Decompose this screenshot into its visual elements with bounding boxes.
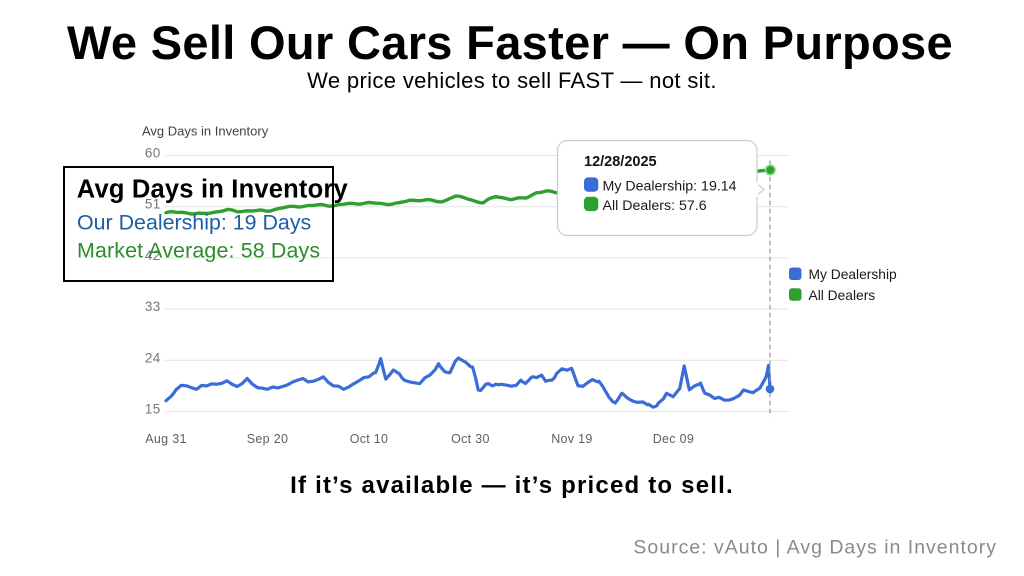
- svg-text:24: 24: [145, 350, 161, 365]
- svg-text:Avg Days in Inventory: Avg Days in Inventory: [142, 124, 269, 139]
- svg-text:All Dealers: All Dealers: [809, 288, 876, 303]
- svg-text:My Dealership: 19.14: My Dealership: 19.14: [603, 178, 737, 194]
- svg-text:Our Dealership: 19 Days: Our Dealership: 19 Days: [77, 211, 311, 235]
- svg-text:We price vehicles to sell FAST: We price vehicles to sell FAST — not sit…: [307, 68, 717, 93]
- svg-text:42: 42: [145, 248, 161, 263]
- svg-text:All Dealers: 57.6: All Dealers: 57.6: [603, 198, 707, 214]
- svg-text:60: 60: [145, 146, 161, 161]
- svg-text:Nov 19: Nov 19: [551, 432, 592, 446]
- svg-text:Source: vAuto | Avg Days in In: Source: vAuto | Avg Days in Inventory: [633, 537, 997, 559]
- svg-text:Market Average: 58 Days: Market Average: 58 Days: [77, 238, 320, 262]
- svg-text:33: 33: [145, 299, 161, 314]
- svg-text:Sep 20: Sep 20: [247, 432, 288, 446]
- svg-text:Avg Days in Inventory: Avg Days in Inventory: [77, 176, 349, 204]
- svg-text:12/28/2025: 12/28/2025: [584, 154, 657, 170]
- svg-text:Dec 09: Dec 09: [653, 432, 694, 446]
- svg-text:Oct 10: Oct 10: [350, 432, 389, 446]
- svg-text:15: 15: [145, 402, 161, 417]
- svg-text:Oct 30: Oct 30: [451, 432, 490, 446]
- svg-text:My Dealership: My Dealership: [809, 267, 898, 282]
- svg-text:51: 51: [145, 197, 161, 212]
- svg-text:We Sell Our Cars Faster — On P: We Sell Our Cars Faster — On Purpose: [67, 16, 953, 69]
- svg-text:Aug 31: Aug 31: [145, 432, 186, 446]
- svg-text:If it’s available — it’s price: If it’s available — it’s priced to sell.: [290, 472, 734, 499]
